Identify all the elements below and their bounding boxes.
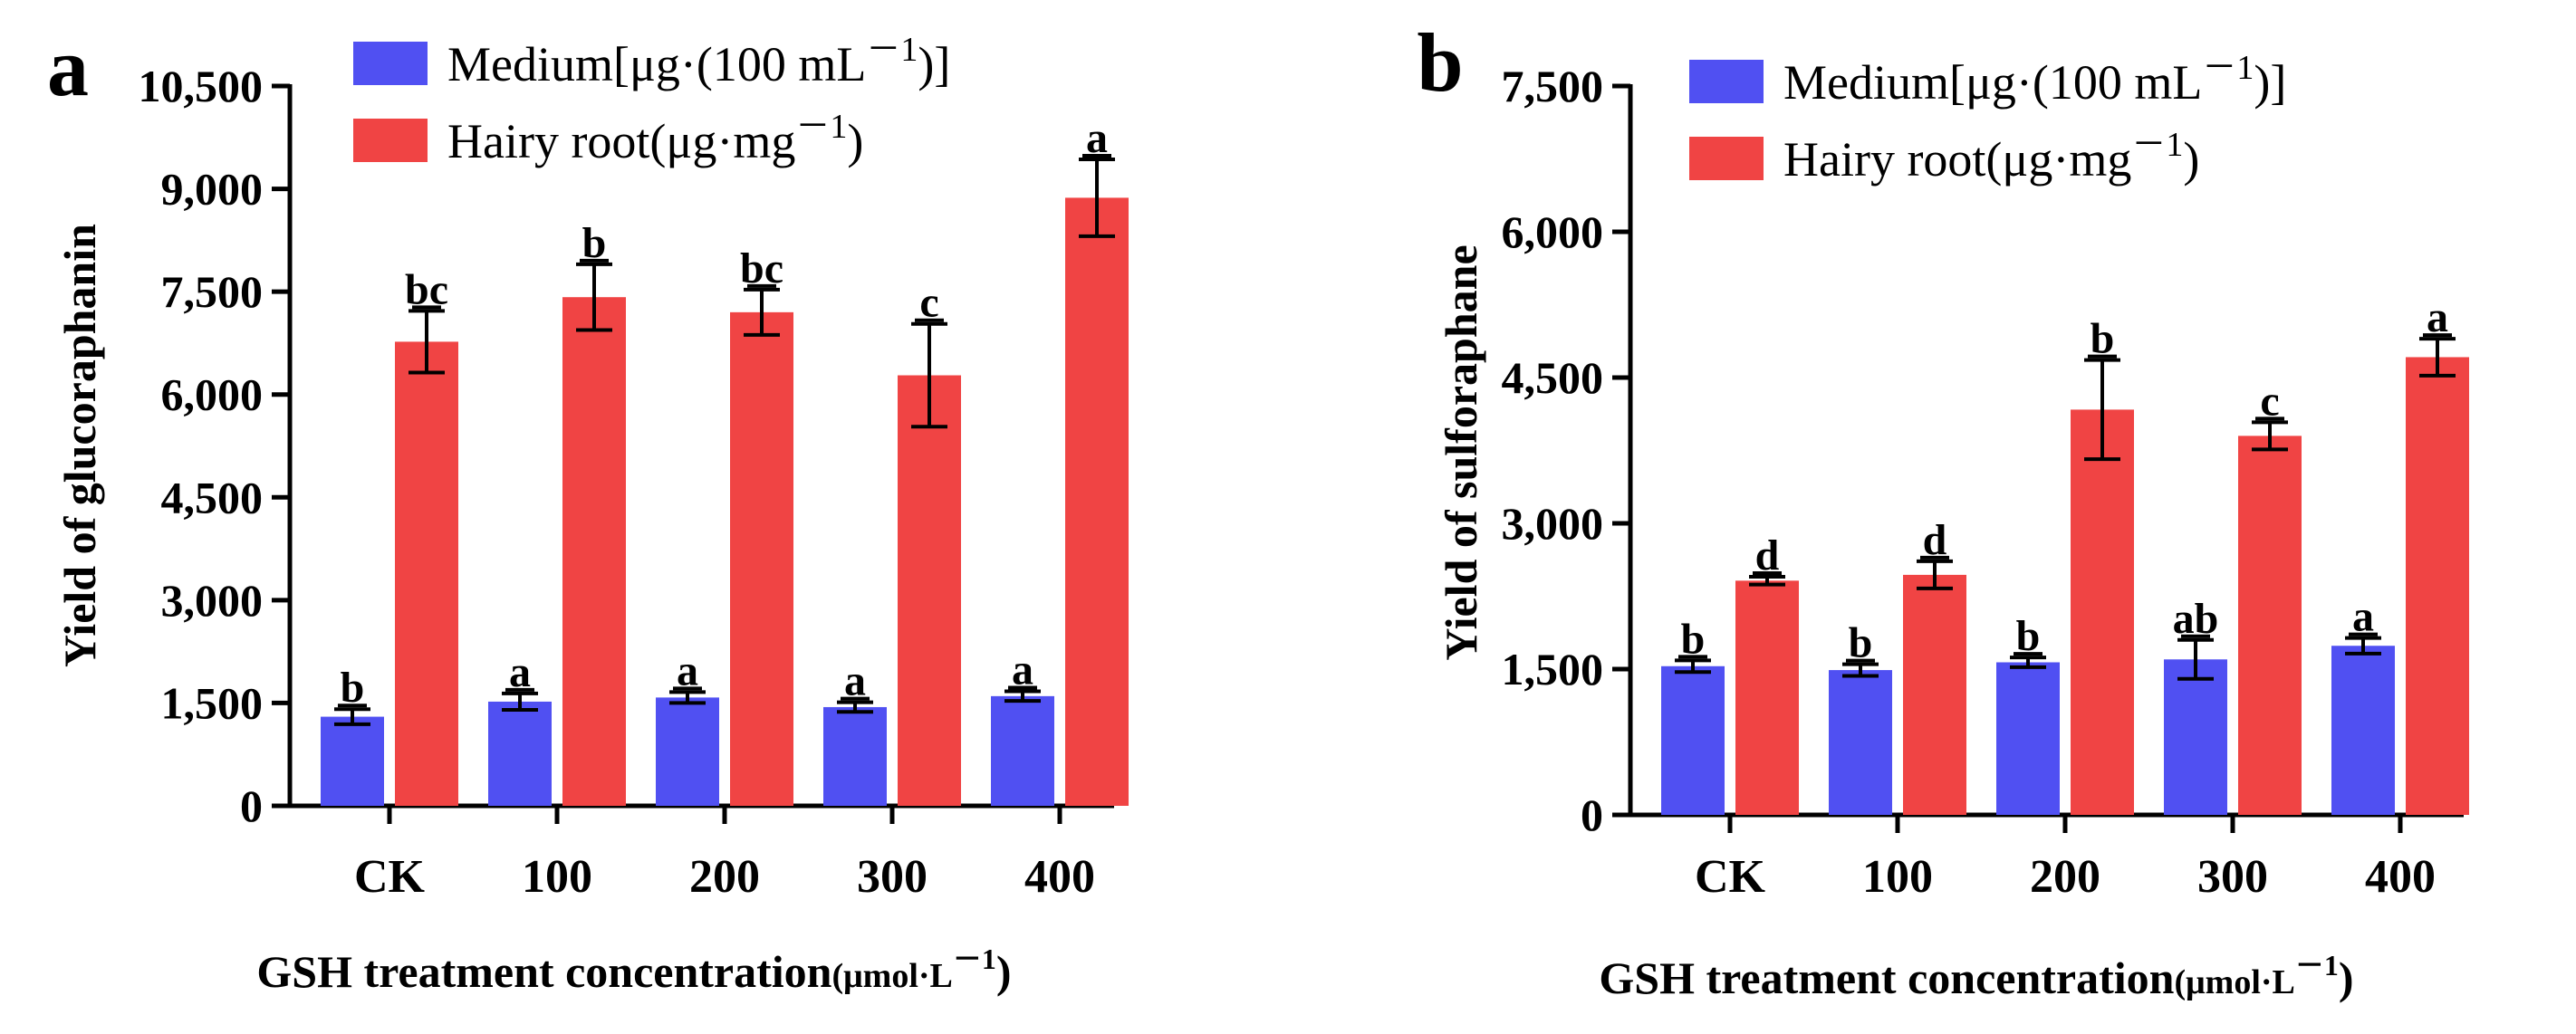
bar-medium [2164,659,2227,815]
legend-text-main: Hairy root(μg·mg [447,114,795,168]
y-axis-title: Yield of glucoraphanin [54,224,105,667]
x-axis-title: GSH treatment concentration(μmol·L－1) [256,943,1011,997]
panel-letter: b [1417,16,1463,109]
panel-a-chart: a 0 1,500 3,000 4,500 6,000 7,500 9,000 10,500 Yi… [47,21,1129,997]
legend-text-main: Medium[μg·(100 mL [447,37,866,91]
y-axis-title: Yield of sulforaphane [1436,244,1486,660]
x-tick-label: 400 [1024,851,1095,903]
x-axis-title-main: GSH treatment concentration [256,946,831,997]
bar-hairy-root [898,375,961,806]
y-tick-label: 6,000 [1502,206,1604,257]
bar-medium [823,706,887,806]
x-tick-label: 200 [2030,851,2100,903]
bar-medium [991,695,1054,806]
x-tick-label: CK [354,851,426,903]
legend-swatch-hairy-root [353,119,428,162]
x-axis-title-unit: (μmol·L [831,957,952,995]
bar-hairy-root [1065,197,1129,806]
bar-medium [656,697,719,806]
bar-hairy-root [2406,357,2469,815]
y-tick-label: 1,500 [161,677,264,728]
legend-label-medium: Medium[μg·(100 mL－1)] [447,31,950,91]
y-tick-label: 3,000 [161,575,264,626]
legend-text-exp: －1 [2131,126,2183,164]
y-tick-label: 7,500 [161,266,264,317]
legend-swatch-medium [353,42,428,85]
panel-b-chart: b 0 1,500 3,000 4,500 6,000 7,500 Yield of sulf… [1417,16,2469,1003]
legend-swatch-hairy-root [1689,137,1764,180]
y-tick-label: 9,000 [161,164,264,215]
legend-swatch-medium [1689,60,1764,103]
bar-hairy-root [562,297,626,806]
x-tick-label: 300 [2197,851,2268,903]
y-tick-label: 4,500 [161,472,264,522]
y-tick-label: 3,000 [1502,498,1604,549]
bar-hairy-root [2071,409,2134,815]
x-axis-title-close: ) [996,946,1012,997]
x-tick-label: 200 [689,851,760,903]
bar-hairy-root [1735,580,1799,815]
significance-letter: c [2260,377,2279,425]
x-tick-label: CK [1695,851,1766,903]
legend-label-hairy-root: Hairy root(μg·mg－1) [447,108,863,168]
x-tick-label: 100 [1862,851,1933,903]
y-tick-label: 0 [240,780,263,831]
x-axis-title-main: GSH treatment concentration [1599,953,2174,1003]
y-tick-label: 0 [1581,790,1603,840]
y-tick-label: 6,000 [161,369,264,420]
y-tick-label: 4,500 [1502,352,1604,403]
bar-medium [2331,646,2395,815]
y-tick-label: 7,500 [1502,61,1604,111]
x-tick-label: 400 [2365,851,2436,903]
x-axis-title-unit: (μmol·L [2174,963,2294,1001]
y-tick-label: 10,500 [139,61,264,111]
y-tick-label: 1,500 [1502,644,1604,694]
bar-hairy-root [395,341,458,806]
x-axis-title-close: ) [2339,953,2354,1003]
x-tick-label: 300 [857,851,928,903]
significance-letter: c [919,279,938,327]
x-axis-title-exp: －1 [2295,949,2339,981]
legend-text-exp: －1 [795,108,847,146]
legend-text-close: ) [847,114,863,168]
bar-hairy-root [1903,574,1966,815]
bar-medium [321,716,384,806]
x-axis-title: GSH treatment concentration(μmol·L－1) [1599,949,2353,1003]
bar-medium [1661,665,1725,815]
x-tick-label: 100 [522,851,592,903]
legend-text-close: )] [2254,55,2286,110]
x-axis-title-exp: －1 [953,943,996,975]
legend-text-exp: －1 [2202,49,2254,87]
legend-text-main: Hairy root(μg·mg [1783,132,2131,187]
bar-medium [1829,670,1892,815]
bar-medium [1996,662,2060,815]
legend-label-hairy-root: Hairy root(μg·mg－1) [1783,126,2199,187]
legend-label-medium: Medium[μg·(100 mL－1)] [1783,49,2286,110]
panel-letter: a [47,21,89,113]
legend-text-main: Medium[μg·(100 mL [1783,55,2202,110]
legend-text-exp: －1 [866,31,918,69]
bar-medium [488,701,552,806]
bar-hairy-root [2238,436,2302,815]
bar-hairy-root [730,311,793,806]
legend-text-close: )] [918,37,950,91]
legend-text-close: ) [2183,132,2199,187]
